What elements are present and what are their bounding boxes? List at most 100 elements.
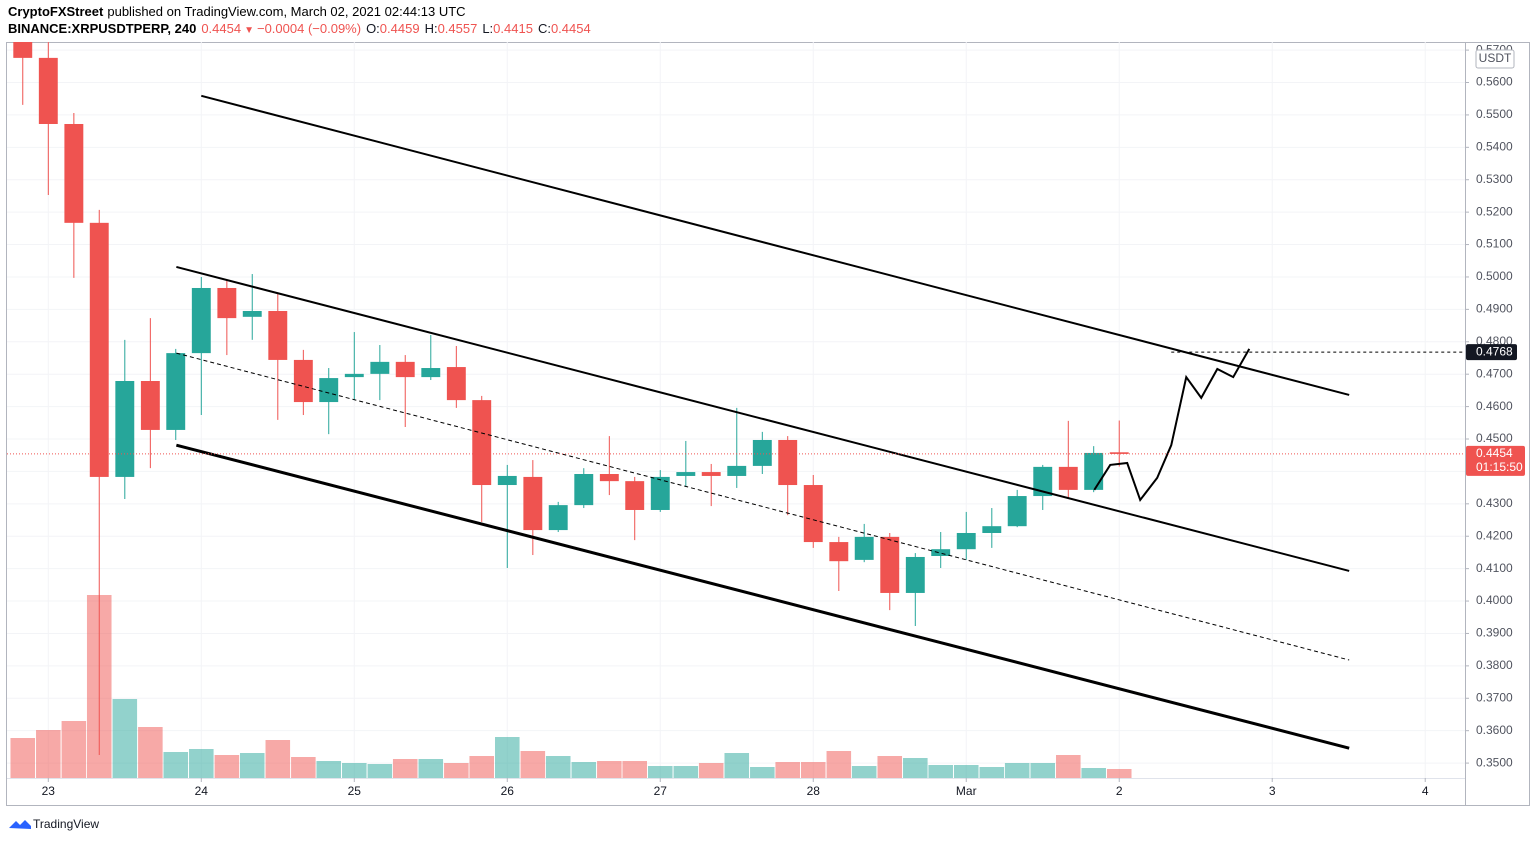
volume-bar — [1056, 755, 1081, 778]
candle-body — [344, 373, 364, 378]
volume-bar — [800, 762, 826, 778]
candle-body — [38, 57, 58, 124]
ohlc-key: C: — [538, 21, 551, 36]
y-tick-label: 0.5300 — [1476, 172, 1513, 186]
candle-body — [880, 536, 900, 593]
x-tick-label: 3 — [1269, 784, 1276, 798]
y-tick-label: 0.5400 — [1476, 139, 1513, 153]
ohlc-key: H: — [425, 21, 438, 36]
candle-body — [140, 380, 160, 430]
candle-body — [650, 476, 670, 510]
y-tick-label: 0.4900 — [1476, 302, 1513, 316]
volume-bar — [647, 766, 673, 778]
y-tick-label: 0.4500 — [1476, 431, 1513, 445]
volume-bar — [520, 751, 546, 778]
arrow: ▼ — [244, 25, 254, 36]
candle-body — [752, 439, 772, 466]
volume-bar — [495, 737, 520, 778]
volume-bar — [316, 761, 342, 778]
volume-bar — [724, 753, 750, 778]
y-tick-label: 0.4700 — [1476, 366, 1513, 380]
ohlc-value: 0.4415 — [493, 21, 533, 36]
candle-body — [166, 353, 186, 430]
y-tick-label: 0.3500 — [1476, 755, 1513, 769]
x-tick-label: 28 — [807, 784, 821, 798]
x-tick-label: 23 — [42, 784, 56, 798]
candle-body — [293, 359, 313, 403]
volume-bar — [877, 756, 903, 778]
candle-body — [395, 361, 415, 378]
volume-bar — [1004, 763, 1030, 778]
y-tick-label: 0.5500 — [1476, 107, 1513, 121]
brand: TradingView — [33, 817, 99, 831]
y-tick-label: 0.3700 — [1476, 690, 1513, 704]
candle-body — [319, 378, 339, 403]
volume-bar — [1030, 763, 1056, 778]
volume-bar — [61, 721, 87, 778]
change: −0.0004 (−0.09%) — [257, 21, 361, 36]
volume-bar — [953, 765, 979, 778]
x-tick-label: 4 — [1422, 784, 1429, 798]
y-tick-label: 0.5200 — [1476, 204, 1513, 218]
volume-bar — [622, 761, 647, 778]
trendline — [175, 443, 1350, 750]
candle-body — [191, 287, 211, 354]
candle-body — [242, 310, 262, 317]
y-tick-label: 0.5100 — [1476, 237, 1513, 251]
candle-body — [421, 368, 441, 378]
y-tick-label: 0.4100 — [1476, 561, 1513, 575]
candle-body — [676, 472, 696, 476]
header-line: CryptoFXStreet published on TradingView.c… — [8, 4, 466, 19]
trendline — [201, 94, 1350, 396]
volume-bar — [775, 762, 800, 778]
x-tick-label: 26 — [501, 784, 515, 798]
frame — [6, 42, 1530, 806]
ohlc-value: 0.4454 — [551, 21, 591, 36]
candle-body — [778, 439, 798, 486]
volume-bar — [571, 762, 597, 778]
volume-bar — [112, 699, 138, 778]
candle-body — [64, 123, 84, 223]
logo — [9, 820, 31, 829]
volume-bar — [239, 753, 265, 778]
y-tick-label: 0.3800 — [1476, 658, 1513, 672]
y-tick-label: 0.5600 — [1476, 75, 1513, 89]
candle-body — [472, 400, 492, 486]
candle-body — [854, 536, 874, 560]
last-price-label: 0.4454 — [1476, 446, 1513, 460]
candle-body — [956, 532, 976, 550]
y-tick-label: 0.3600 — [1476, 723, 1513, 737]
volume-bar — [291, 757, 316, 778]
header-line: BINANCE:XRPUSDTPERP, 240 0.4454 ▼ −0.0004 (… — [8, 21, 591, 36]
trendline — [176, 352, 1350, 661]
volume-bar — [903, 758, 928, 778]
x-tick-label: 24 — [195, 784, 209, 798]
candle-body — [446, 367, 466, 401]
y-tick-label: 0.4600 — [1476, 399, 1513, 413]
volume-bar — [928, 765, 953, 778]
volume-bar — [851, 766, 877, 778]
volume-bar — [163, 752, 189, 778]
candle-body — [574, 474, 594, 506]
volume-bar — [10, 738, 36, 778]
last-price-tag — [1466, 445, 1525, 476]
ohlc-value: 0.4459 — [380, 21, 420, 36]
volume-bar — [698, 763, 724, 778]
candle-body — [982, 526, 1002, 533]
x-tick-label: 2 — [1116, 784, 1123, 798]
candle-body — [905, 556, 925, 593]
volume-bar — [979, 767, 1005, 778]
candle-body — [115, 380, 135, 477]
candle-body — [497, 475, 517, 486]
author: CryptoFXStreet — [8, 4, 104, 19]
volume-bar — [265, 740, 291, 778]
candle-body — [727, 465, 747, 476]
candle-body — [548, 505, 568, 531]
candle-body — [803, 485, 823, 543]
candle-body — [829, 542, 849, 562]
projection-path — [1093, 348, 1251, 503]
countdown: 01:15:50 — [1476, 460, 1523, 474]
y-tick-label: 0.5000 — [1476, 269, 1513, 283]
volume-bar — [826, 751, 852, 778]
